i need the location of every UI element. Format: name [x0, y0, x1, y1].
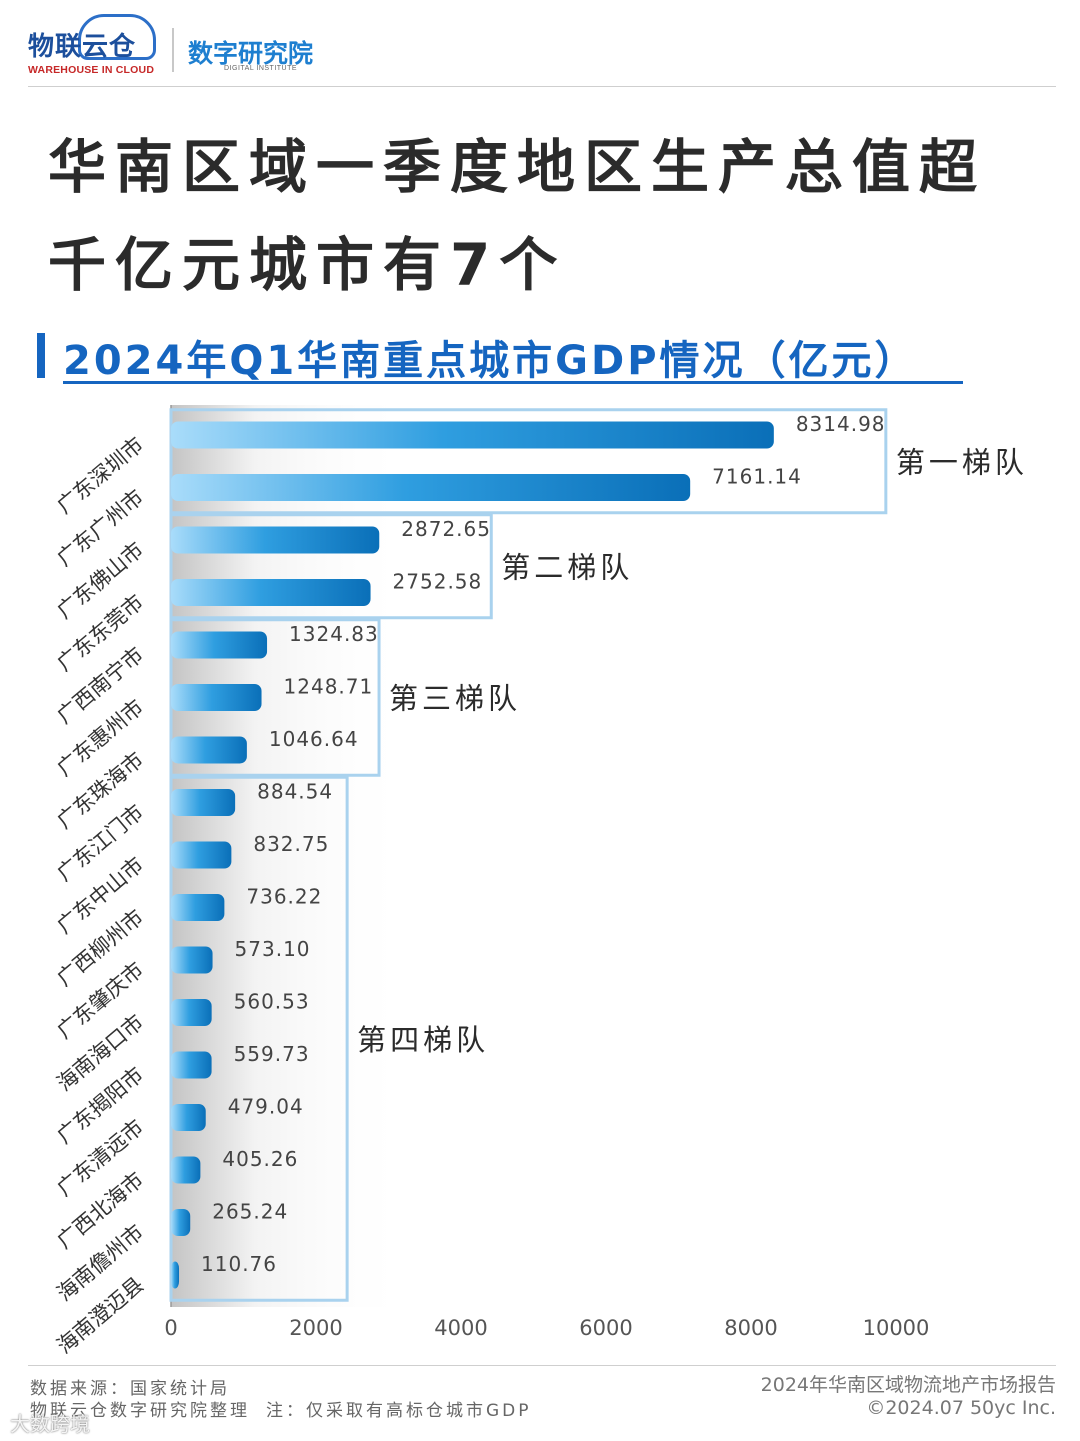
x-tick-label-5: 8000: [724, 1316, 777, 1340]
bar-5: [171, 631, 268, 659]
value-label-2: 7161.14: [712, 465, 802, 489]
x-tick-label-6: 10000: [863, 1316, 930, 1340]
tier-label-3: 第三梯队: [389, 682, 521, 716]
institute-name: 数字研究院: [188, 39, 314, 68]
logo-divider: [172, 28, 174, 72]
tier-bracket-2: [169, 513, 493, 620]
bar-2: [171, 474, 691, 501]
x-tick-label-3: 4000: [434, 1316, 487, 1340]
value-label-13: 559.73: [234, 1042, 310, 1066]
footer-compiler: 物联云仓数字研究院整理: [30, 1401, 250, 1421]
institute-subtext: DIGITAL INSTITUTE: [224, 65, 298, 72]
value-label-9: 832.75: [253, 832, 329, 856]
tier-label-2: 第二梯队: [501, 550, 633, 584]
x-tick-label-4: 6000: [579, 1316, 632, 1340]
tier-label-1: 第一梯队: [896, 445, 1028, 479]
value-label-16: 265.24: [212, 1200, 288, 1224]
value-label-10: 736.22: [246, 885, 322, 909]
tier-label-4: 第四梯队: [357, 1023, 489, 1057]
value-label-3: 2872.65: [401, 517, 491, 541]
value-label-8: 884.54: [257, 780, 333, 804]
tier-bracket-4: [169, 775, 349, 1302]
subtitle-underline: [63, 381, 963, 384]
subtitle-accent-bar: [37, 333, 45, 378]
header-divider: [28, 86, 1056, 87]
logo-text: 物联云仓: [28, 32, 137, 62]
bar-4: [171, 579, 371, 606]
value-label-11: 573.10: [235, 937, 311, 961]
tier-bracket-1: [169, 408, 888, 515]
bar-9: [171, 841, 232, 869]
logo-cloud-icon: [78, 14, 156, 60]
footer-divider: [28, 1365, 1056, 1366]
footer-source: 数据来源：国家统计局: [30, 1379, 230, 1399]
page-title: 华南区域一季度地区生产总值超 千亿元城市有7个: [48, 118, 1038, 314]
value-label-15: 405.26: [222, 1147, 298, 1171]
footer-report-name: 2024年华南区域物流地产市场报告: [760, 1374, 1056, 1396]
value-label-7: 1046.64: [269, 727, 359, 751]
footer-note: 注：仅采取有高标仓城市GDP: [266, 1401, 532, 1421]
bar-14: [171, 1104, 206, 1131]
logo-subtext: WAREHOUSE IN CLOUD: [28, 64, 155, 76]
bar-17: [171, 1261, 180, 1289]
value-label-5: 1324.83: [289, 622, 379, 646]
chart-title: 2024年Q1华南重点城市GDP情况（亿元）: [63, 338, 918, 384]
title-line-2: 千亿元城市有7个: [48, 231, 567, 299]
value-label-1: 8314.98: [796, 412, 886, 436]
value-label-4: 2752.58: [393, 570, 483, 594]
x-tick-label-2: 2000: [289, 1316, 342, 1340]
bar-13: [171, 1051, 212, 1079]
footer-compiler-line: 物联云仓数字研究院整理 注：仅采取有高标仓城市GDP: [30, 1396, 532, 1421]
bar-10: [171, 894, 225, 921]
title-line-1: 华南区域一季度地区生产总值超: [48, 133, 987, 201]
bar-11: [171, 946, 213, 974]
footer-copyright: ©2024.07 50yc Inc.: [866, 1397, 1056, 1419]
watermark: 大数跨境: [10, 1412, 90, 1436]
bar-16: [171, 1209, 191, 1236]
value-label-6: 1248.71: [284, 675, 374, 699]
bar-3: [171, 526, 380, 554]
bar-15: [171, 1156, 201, 1184]
value-label-17: 110.76: [201, 1252, 277, 1276]
value-label-12: 560.53: [234, 990, 310, 1014]
bar-1: [171, 421, 774, 449]
bar-7: [171, 736, 247, 764]
bar-8: [171, 789, 236, 816]
bar-12: [171, 999, 212, 1026]
value-label-14: 479.04: [228, 1095, 304, 1119]
bar-6: [171, 684, 262, 711]
x-tick-label-1: 0: [164, 1316, 177, 1340]
